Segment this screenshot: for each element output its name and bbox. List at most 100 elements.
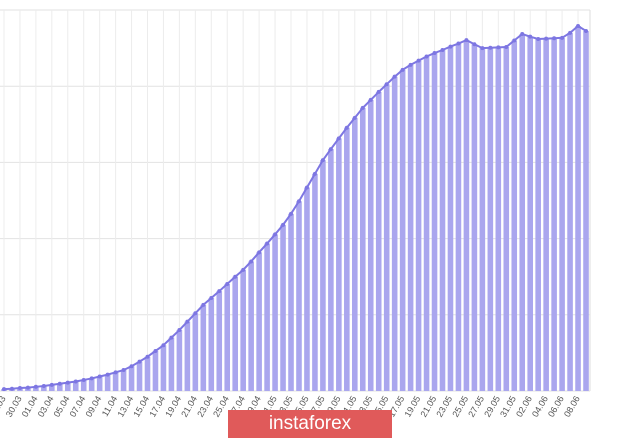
bar bbox=[519, 34, 526, 392]
bar bbox=[503, 46, 510, 391]
bar bbox=[535, 38, 541, 392]
bar bbox=[208, 298, 215, 391]
bar bbox=[176, 330, 183, 391]
point bbox=[201, 302, 206, 307]
bar bbox=[399, 69, 406, 391]
point bbox=[89, 376, 94, 381]
point bbox=[25, 385, 30, 390]
bar bbox=[320, 160, 326, 391]
point bbox=[233, 274, 238, 279]
bar bbox=[240, 269, 246, 391]
bar bbox=[192, 313, 199, 391]
point bbox=[121, 368, 126, 373]
bar bbox=[479, 48, 486, 391]
point bbox=[496, 45, 501, 50]
bar bbox=[575, 26, 581, 391]
point bbox=[169, 335, 174, 340]
point bbox=[145, 354, 150, 359]
point bbox=[344, 125, 349, 130]
point bbox=[448, 44, 453, 49]
bar bbox=[328, 149, 334, 391]
bar bbox=[120, 370, 127, 391]
bar bbox=[383, 84, 390, 392]
bar bbox=[96, 376, 103, 391]
point bbox=[217, 289, 222, 294]
bar bbox=[49, 384, 55, 391]
point bbox=[241, 267, 246, 272]
watermark: instaforex bbox=[269, 413, 352, 434]
bar bbox=[144, 356, 151, 391]
point bbox=[17, 385, 22, 390]
bar bbox=[80, 379, 87, 391]
bar bbox=[104, 374, 111, 391]
point bbox=[81, 377, 86, 382]
point bbox=[304, 185, 309, 190]
point bbox=[408, 62, 413, 67]
point bbox=[328, 147, 333, 152]
point bbox=[352, 115, 357, 120]
bar bbox=[64, 382, 71, 391]
bar bbox=[511, 40, 518, 391]
point bbox=[480, 46, 485, 51]
bar bbox=[487, 47, 494, 392]
bar bbox=[136, 361, 143, 391]
point bbox=[320, 158, 325, 163]
bar bbox=[216, 291, 223, 391]
point bbox=[129, 364, 134, 369]
point bbox=[504, 44, 509, 49]
point bbox=[113, 370, 118, 375]
point bbox=[41, 384, 46, 389]
point bbox=[416, 58, 421, 63]
point bbox=[440, 48, 445, 53]
point bbox=[1, 387, 6, 392]
point bbox=[161, 343, 166, 348]
point bbox=[560, 35, 565, 40]
point bbox=[57, 381, 62, 386]
bar bbox=[232, 276, 238, 391]
bar bbox=[375, 91, 382, 391]
point bbox=[392, 74, 397, 79]
point bbox=[360, 105, 365, 110]
point bbox=[33, 384, 38, 389]
point bbox=[49, 382, 54, 387]
bar bbox=[288, 213, 294, 391]
bar bbox=[471, 44, 478, 391]
point bbox=[368, 97, 373, 102]
point bbox=[432, 51, 437, 56]
bar bbox=[256, 252, 262, 391]
bar bbox=[336, 138, 342, 391]
bar bbox=[495, 47, 502, 391]
bar bbox=[551, 38, 557, 391]
point bbox=[552, 36, 557, 41]
bar bbox=[224, 283, 231, 391]
point bbox=[400, 67, 405, 72]
bar bbox=[407, 64, 414, 391]
point bbox=[225, 281, 230, 286]
point bbox=[312, 171, 317, 176]
point bbox=[464, 38, 469, 43]
bar bbox=[41, 386, 47, 391]
bar bbox=[583, 30, 589, 392]
point bbox=[528, 34, 533, 39]
point bbox=[568, 30, 573, 35]
point bbox=[281, 222, 286, 227]
bar bbox=[559, 37, 565, 392]
bar bbox=[463, 40, 470, 391]
bar bbox=[423, 56, 430, 392]
point bbox=[512, 38, 517, 43]
point bbox=[97, 374, 102, 379]
point bbox=[9, 386, 14, 391]
point bbox=[73, 379, 78, 384]
bar bbox=[359, 107, 366, 392]
point bbox=[289, 211, 294, 216]
point bbox=[273, 232, 278, 237]
bar bbox=[200, 304, 207, 391]
x-tick-label: 08.06 bbox=[562, 394, 582, 419]
bar bbox=[272, 234, 278, 391]
point bbox=[193, 311, 198, 316]
bar bbox=[367, 99, 374, 391]
bar bbox=[72, 381, 79, 391]
bar bbox=[168, 337, 175, 391]
bar bbox=[415, 60, 422, 391]
